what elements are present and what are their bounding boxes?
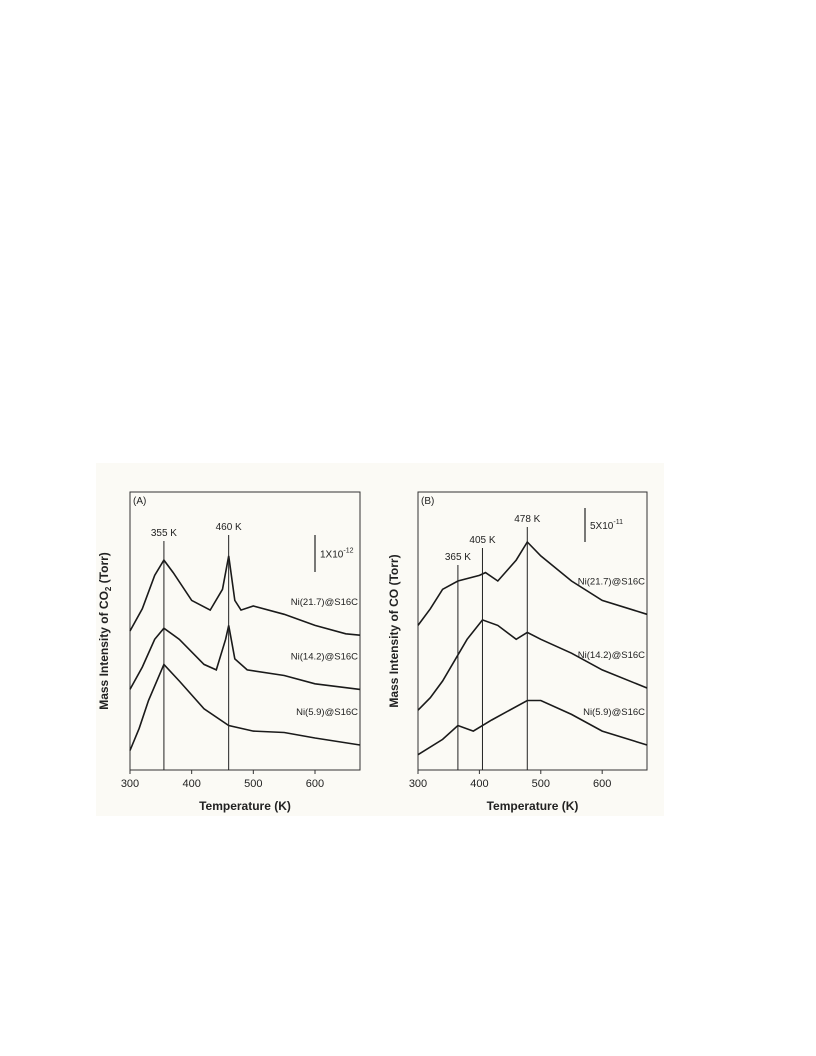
- peak-label: 405 K: [469, 535, 495, 546]
- y-label-suffix: (Torr): [97, 552, 111, 586]
- scale-bar-label: 1X10-12: [320, 548, 354, 561]
- series-label: Ni(5.9)@S16C: [296, 707, 358, 718]
- peak-label: 365 K: [445, 552, 471, 563]
- peak-label: 355 K: [151, 528, 177, 539]
- panel-label: (A): [133, 496, 146, 507]
- x-axis-label: Temperature (K): [487, 799, 579, 813]
- scale-bar-base: 5X10: [590, 521, 614, 532]
- y-label-text: Mass Intensity of CO: [97, 591, 111, 710]
- plot-frame: [417, 491, 648, 771]
- y-axis-label: Mass Intensity of CO2 (Torr): [97, 552, 113, 710]
- x-tick-label: 600: [593, 778, 611, 790]
- scale-bar-exponent: -12: [343, 548, 353, 555]
- series-line: [417, 699, 648, 756]
- series-line: [417, 540, 648, 626]
- scale-bar-label: 5X10-11: [590, 519, 623, 532]
- peak-label: 460 K: [216, 522, 242, 533]
- y-axis-label: Mass Intensity of CO (Torr): [387, 554, 401, 707]
- panel-label: (B): [421, 496, 434, 507]
- series-label: Ni(14.2)@S16C: [578, 650, 645, 661]
- x-tick-label: 500: [244, 778, 262, 790]
- series-label: Ni(5.9)@S16C: [583, 707, 645, 718]
- scale-bar-exponent: -11: [613, 519, 623, 526]
- x-tick-label: 300: [121, 778, 139, 790]
- series-line: [129, 625, 361, 691]
- series-line: [129, 555, 361, 636]
- scale-bar-base: 1X10: [320, 550, 344, 561]
- x-tick-label: 600: [306, 778, 324, 790]
- y-label-subscript: 2: [104, 586, 113, 591]
- x-tick-label: 300: [409, 778, 427, 790]
- series-line: [129, 662, 361, 751]
- x-axis-label: Temperature (K): [199, 799, 291, 813]
- series-label: Ni(21.7)@S16C: [578, 576, 645, 587]
- x-tick-label: 400: [182, 778, 200, 790]
- peak-label: 478 K: [514, 514, 540, 525]
- x-tick-label: 400: [470, 778, 488, 790]
- series-label: Ni(14.2)@S16C: [291, 651, 358, 662]
- figure-background: [96, 463, 664, 816]
- x-tick-label: 500: [532, 778, 550, 790]
- series-line: [417, 618, 648, 711]
- series-label: Ni(21.7)@S16C: [291, 597, 358, 608]
